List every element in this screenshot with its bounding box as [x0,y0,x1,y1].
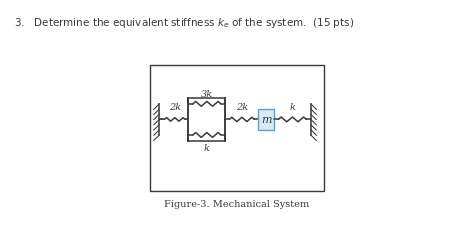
Text: 3k: 3k [201,90,213,99]
Text: m: m [261,115,272,125]
Bar [258,109,274,130]
Text: Figure-3. Mechanical System: Figure-3. Mechanical System [164,199,310,208]
Text: 3.   Determine the equivalent stiffness $k_e$ of the system.  (15 pts): 3. Determine the equivalent stiffness $k… [14,16,355,30]
Text: k: k [290,103,295,112]
Text: k: k [204,144,210,153]
Text: 2k: 2k [236,103,248,112]
Bar [149,66,325,191]
Text: 2k: 2k [169,103,181,112]
